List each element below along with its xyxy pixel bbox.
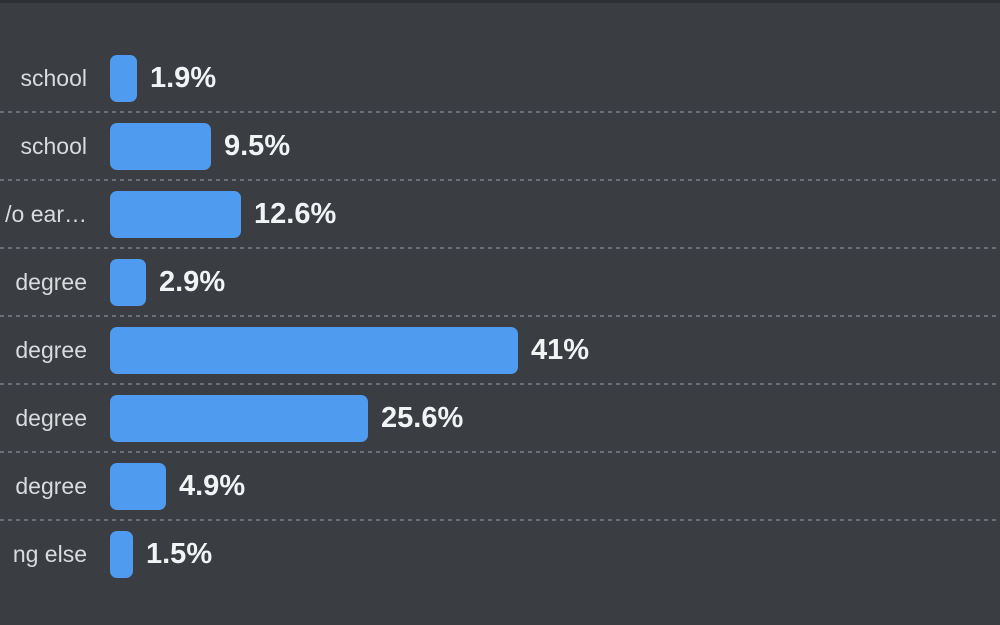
value-label: 25.6%: [381, 401, 464, 434]
category-label: /o ear…: [5, 200, 87, 227]
category-label: degree: [15, 404, 87, 431]
category-label: degree: [15, 336, 87, 363]
category-label: school: [20, 64, 87, 91]
value-label: 41%: [531, 333, 590, 366]
chart-row: /o ear… 12.6%: [0, 180, 1000, 249]
bar-chart: school 1.9% school 9.5% /o ear… 12.6% de…: [0, 44, 1000, 588]
chart-row: ng else 1.5%: [0, 520, 1000, 588]
chart-row: degree 2.9%: [0, 248, 1000, 317]
chart-row: degree 41%: [0, 316, 1000, 385]
value-label: 12.6%: [254, 197, 337, 230]
bar[interactable]: [110, 326, 518, 374]
value-label: 2.9%: [159, 265, 226, 298]
category-label: degree: [15, 472, 87, 499]
value-label: 1.5%: [146, 537, 213, 570]
row-separator: [0, 451, 1000, 453]
row-separator: [0, 383, 1000, 385]
chart-row: school 9.5%: [0, 112, 1000, 181]
bar[interactable]: [110, 190, 241, 238]
bar[interactable]: [110, 258, 146, 306]
bar[interactable]: [110, 54, 137, 102]
category-label: ng else: [12, 540, 87, 567]
row-separator: [0, 519, 1000, 521]
top-edge-strip: [0, 0, 1000, 3]
chart-row: degree 25.6%: [0, 384, 1000, 453]
bar[interactable]: [110, 530, 133, 578]
chart-row: school 1.9%: [0, 44, 1000, 113]
row-separator: [0, 247, 1000, 249]
category-label: school: [20, 132, 87, 159]
value-label: 4.9%: [179, 469, 246, 502]
row-separator: [0, 315, 1000, 317]
bar[interactable]: [110, 122, 211, 170]
value-label: 9.5%: [224, 129, 291, 162]
chart-row: degree 4.9%: [0, 452, 1000, 521]
bar[interactable]: [110, 394, 368, 442]
value-label: 1.9%: [150, 61, 217, 94]
row-separator: [0, 111, 1000, 113]
category-label: degree: [15, 268, 87, 295]
row-separator: [0, 179, 1000, 181]
bar[interactable]: [110, 462, 166, 510]
